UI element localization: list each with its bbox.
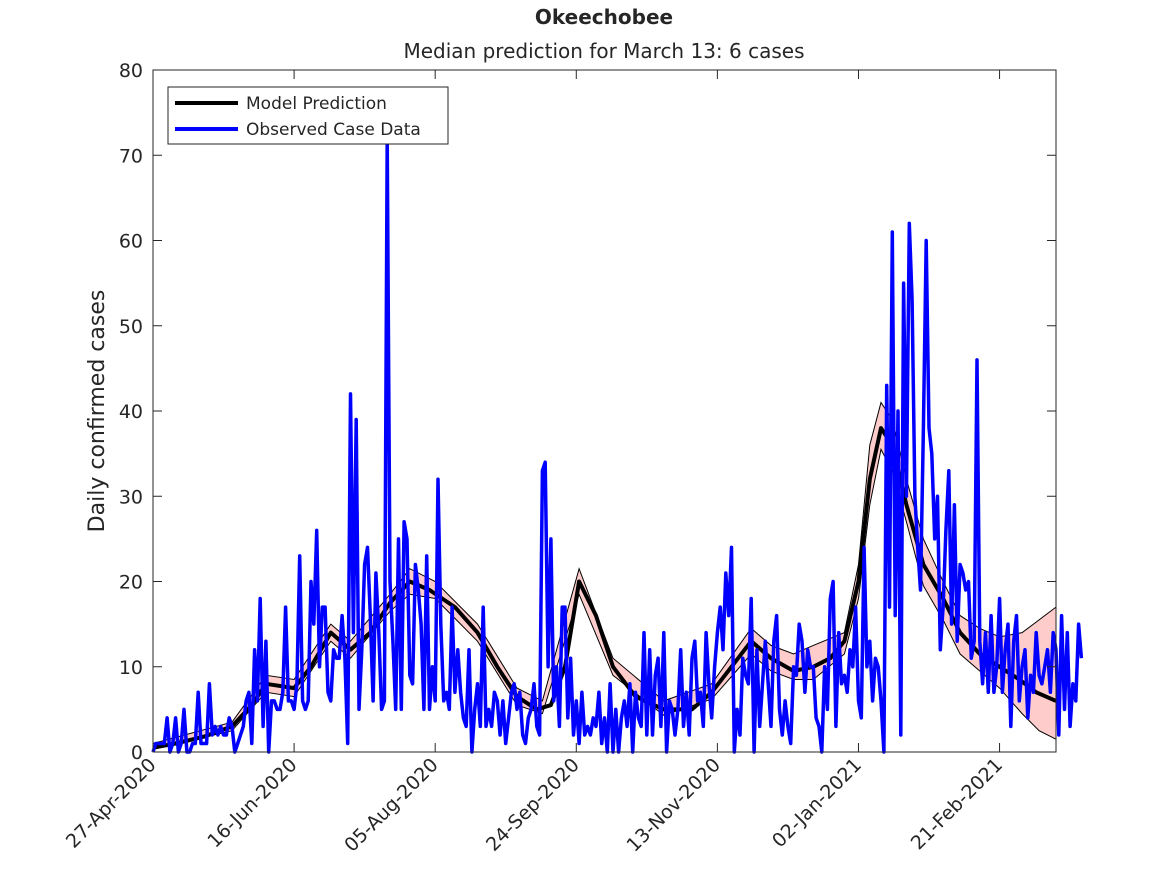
chart-subtitle: Median prediction for March 13: 6 cases bbox=[403, 39, 804, 63]
y-tick-label: 80 bbox=[119, 60, 143, 82]
y-tick-label: 20 bbox=[119, 572, 143, 594]
y-tick-label: 50 bbox=[119, 316, 143, 338]
y-axis-label: Daily confirmed cases bbox=[85, 290, 110, 533]
y-axis: 0 10 20 30 40 50 60 70 80 bbox=[119, 60, 1056, 764]
legend-box bbox=[167, 86, 449, 145]
observed-layer bbox=[151, 136, 1084, 754]
y-tick-label: 40 bbox=[119, 401, 143, 423]
y-tick-label: 10 bbox=[119, 657, 143, 679]
y-tick-label: 70 bbox=[119, 145, 143, 167]
observed-case-line bbox=[151, 136, 1084, 754]
legend-label-observed: Observed Case Data bbox=[246, 120, 421, 140]
y-tick-label: 0 bbox=[131, 742, 143, 764]
chart-title: Okeechobee bbox=[535, 5, 673, 29]
legend-label-model: Model Prediction bbox=[246, 94, 387, 114]
legend: Model Prediction Observed Case Data bbox=[167, 86, 449, 145]
y-tick-label: 60 bbox=[119, 231, 143, 253]
y-tick-label: 30 bbox=[119, 486, 143, 508]
